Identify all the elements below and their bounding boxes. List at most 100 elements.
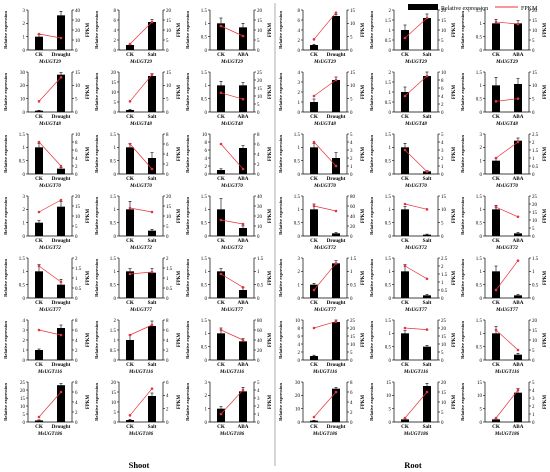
y2-tick-label: 0	[257, 173, 260, 178]
y-tick-label: 1	[205, 208, 208, 213]
x-tick-label: Drought	[52, 52, 71, 58]
fpkm-point	[241, 222, 245, 226]
x-tick-label: Salt	[423, 238, 432, 244]
bar	[57, 284, 65, 298]
fpkm-point	[494, 100, 498, 103]
fpkm-point	[334, 320, 338, 323]
y2-tick-label: 0	[166, 359, 169, 364]
panel-shoot-msugt70-drought: 0 0.5 1 1.5 0 2 4 6 8 10 Relative expression FPKM CK…	[3, 133, 91, 189]
y-tick-label: 1	[205, 332, 208, 337]
y-tick-label: 5	[23, 413, 26, 418]
y2-tick-label: 4	[75, 401, 78, 406]
gene-label: MsUGT29	[38, 60, 61, 65]
y-tick-label: 0.5	[385, 345, 392, 350]
y2-tick-label: 0	[532, 421, 535, 426]
y2-tick-label: 3	[350, 149, 353, 154]
fpkm-line	[495, 21, 519, 25]
y-tick-label: 0	[114, 173, 117, 178]
y2-axis-title: FPKM	[268, 22, 273, 37]
y2-tick-label: 10	[75, 133, 81, 138]
fpkm-point	[219, 24, 223, 28]
y-tick-label: 2	[114, 39, 117, 44]
y-tick-label: 1	[389, 91, 392, 96]
fpkm-point	[59, 36, 63, 40]
y2-axis-title: FPKM	[543, 394, 548, 409]
x-tick-label: CK	[492, 238, 500, 244]
y2-tick-label: 10	[257, 29, 263, 34]
gene-label: MsUGT48	[404, 122, 427, 127]
y-tick-label: 0.5	[294, 221, 301, 226]
bar	[332, 233, 340, 236]
y2-axis-title: FPKM	[361, 394, 366, 409]
y2-tick-label: 0	[532, 173, 535, 178]
y-tick-label: 5	[480, 407, 483, 412]
y2-tick-label: 1	[441, 165, 444, 170]
y2-tick-label: 0.5	[441, 289, 448, 294]
y2-tick-label: 10	[441, 401, 447, 406]
y2-tick-label: 0	[257, 111, 260, 116]
bar	[217, 271, 225, 298]
gene-label: MsUGT77	[220, 308, 243, 313]
x-tick-label: ABA	[238, 176, 249, 182]
y-tick-label: 0.5	[19, 283, 26, 288]
y-tick-label: 0.5	[201, 97, 208, 102]
panel-root-msugt70-drought: 0 0.5 1 1.5 0 1 2 3 4 5 Relative expression FPKM CK D…	[278, 133, 366, 189]
fpkm-point	[37, 32, 41, 36]
fpkm-line	[129, 388, 153, 416]
y2-axis-title: FPKM	[452, 84, 457, 99]
y-tick-label: 0	[205, 173, 208, 178]
panel-shoot-msugt77-aba: 0 0.5 1 1.5 0 0.5 1 1.5 Relative expression FPKM C…	[185, 257, 273, 313]
bar	[239, 341, 247, 360]
y2-tick-label: 6	[75, 391, 78, 396]
y2-tick-label: 0	[257, 359, 260, 364]
y2-tick-label: 2	[166, 349, 169, 354]
x-tick-label: ABA	[513, 114, 524, 120]
bar	[423, 346, 431, 360]
gene-label: MsUGT48	[495, 122, 518, 127]
y2-tick-label: 30	[75, 19, 81, 24]
fpkm-line	[404, 149, 428, 172]
fpkm-point	[425, 16, 429, 20]
y-tick-label: 0.5	[476, 97, 483, 102]
y-tick-label: 0	[389, 421, 392, 426]
fpkm-line	[220, 329, 244, 341]
y-axis-title: Relative expression	[278, 11, 283, 49]
y-tick-label: 0	[205, 421, 208, 426]
fpkm-point	[403, 416, 407, 420]
y-tick-label: 5	[114, 101, 117, 106]
y-tick-label: 1.5	[110, 195, 117, 200]
panel-root-msugt186-salt: 0 5 10 15 0 5 10 15 20 Relative expression FPKM CK S…	[369, 381, 457, 437]
y2-tick-label: 8	[75, 319, 78, 324]
x-tick-label: CK	[310, 114, 318, 120]
y2-tick-label: 6	[350, 391, 353, 396]
y2-tick-label: 5	[257, 103, 260, 108]
y2-tick-label: 1	[257, 270, 260, 275]
y2-tick-label: 2	[441, 103, 444, 108]
fpkm-point	[150, 210, 154, 214]
bar	[217, 408, 225, 422]
bar	[35, 350, 43, 360]
y-tick-label: 0	[23, 49, 26, 54]
fpkm-point	[59, 76, 63, 79]
gene-label: MsUGT116	[219, 370, 244, 375]
fpkm-line	[313, 141, 337, 167]
y2-axis-title: FPKM	[177, 332, 182, 347]
y-axis-title: Relative expression	[278, 197, 283, 235]
y2-tick-label: 0.5	[532, 165, 539, 170]
fpkm-line	[38, 199, 62, 213]
gene-label: MsUGT72	[129, 246, 152, 251]
y2-tick-label: 0	[257, 421, 260, 426]
panel-root-msugt116-drought: 0 2 4 6 8 10 0 5 10 15 20 25 Relative expression FPKM…	[278, 319, 366, 375]
y-tick-label: 1	[114, 270, 117, 275]
y2-tick-label: 15	[532, 211, 538, 216]
fpkm-point	[425, 277, 429, 281]
panel-root-msugt70-salt: 0 0.5 1 1.5 0 1 2 3 4 5 Relative expression FPKM CK S…	[369, 133, 457, 189]
bar	[423, 386, 431, 422]
y2-tick-label: 0	[166, 421, 169, 426]
y-tick-label: 6	[298, 19, 301, 24]
gene-label: MsUGT186	[128, 432, 154, 437]
y2-tick-label: 20	[350, 225, 356, 230]
fpkm-point	[516, 259, 520, 262]
x-tick-label: Drought	[52, 362, 71, 368]
